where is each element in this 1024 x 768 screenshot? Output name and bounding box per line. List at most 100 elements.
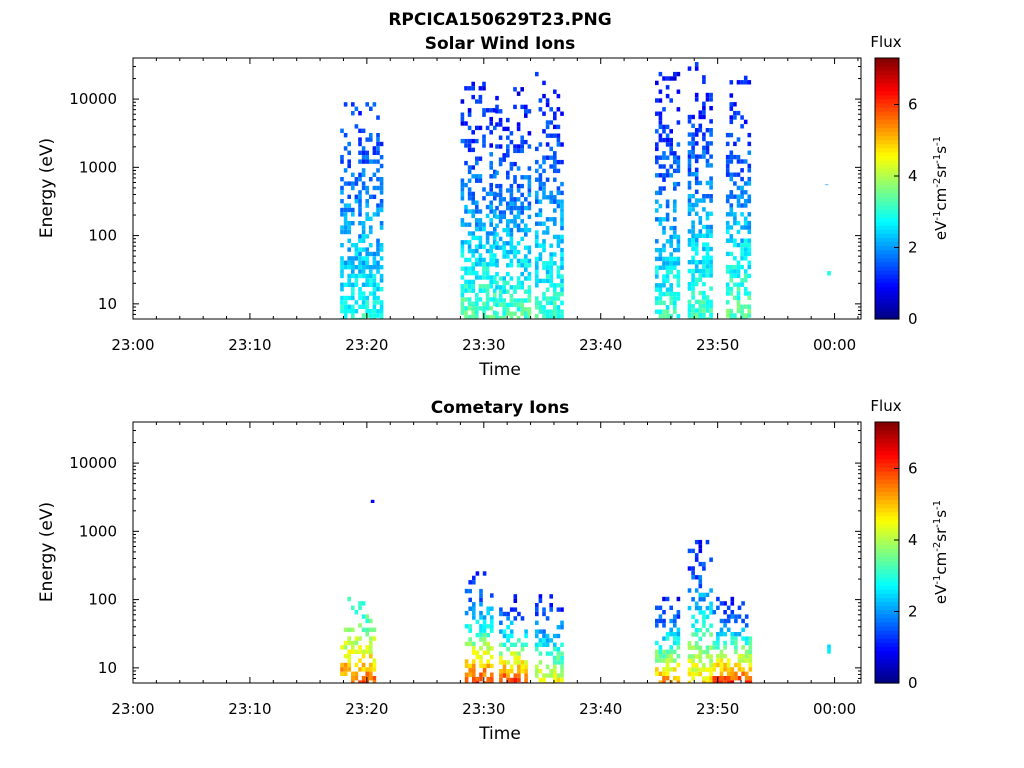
heatmap-cell — [340, 212, 344, 217]
heatmap-cell — [482, 196, 486, 201]
heatmap-cell — [560, 159, 564, 165]
heatmap-cell — [743, 278, 748, 283]
heatmap-cell — [464, 610, 469, 616]
heatmap-cell — [509, 677, 514, 683]
heatmap-cell — [358, 203, 362, 208]
heatmap-cell — [702, 150, 706, 155]
heatmap-cell — [730, 667, 735, 672]
heatmap-cell — [556, 309, 561, 314]
heatmap-cell — [743, 273, 748, 279]
heatmap-cell — [379, 225, 384, 230]
heatmap-cell — [489, 200, 493, 205]
heatmap-cell — [676, 107, 681, 112]
heatmap-cell — [506, 241, 510, 246]
heatmap-cell — [499, 629, 503, 634]
heatmap-cell — [687, 141, 692, 146]
heatmap-cell — [542, 159, 546, 165]
heatmap-cell — [340, 269, 344, 274]
colorbar-swatch — [875, 164, 899, 169]
heatmap-cell — [482, 637, 487, 642]
heatmap-cell — [702, 317, 706, 319]
heatmap-cell — [725, 291, 730, 296]
heatmap-cell — [736, 220, 741, 226]
heatmap-cell — [736, 172, 741, 177]
heatmap-cell — [502, 307, 506, 312]
heatmap-cell — [729, 251, 734, 257]
heatmap-cell — [475, 226, 479, 232]
heatmap-cell — [347, 194, 351, 199]
heatmap-cell — [553, 283, 557, 288]
colorbar-tick-label: 6 — [908, 95, 918, 113]
heatmap-cell — [687, 304, 692, 309]
heatmap-cell — [517, 660, 521, 665]
colorbar-swatch — [875, 532, 899, 537]
heatmap-cell — [655, 309, 659, 314]
heatmap-cell — [733, 273, 737, 279]
heatmap-cell — [524, 139, 528, 145]
heatmap-cell — [538, 660, 543, 665]
heatmap-cell — [467, 314, 472, 319]
heatmap-cell — [365, 671, 369, 676]
heatmap-cell — [361, 313, 366, 318]
colorbar-swatch — [875, 286, 899, 292]
x-tick-label: 00:00 — [813, 700, 856, 718]
colorbar-swatch — [875, 552, 899, 558]
heatmap-cell — [676, 596, 681, 602]
heatmap-cell — [673, 256, 677, 262]
heatmap-cell — [482, 138, 486, 144]
heatmap-cell — [698, 667, 703, 672]
heatmap-cell — [365, 260, 369, 265]
heatmap-cell — [545, 296, 550, 301]
heatmap-cell — [489, 160, 493, 166]
heatmap-cell — [549, 300, 553, 306]
heatmap-cell — [493, 301, 497, 307]
heatmap-cell — [485, 301, 490, 307]
heatmap-cell — [340, 304, 344, 309]
heatmap-cell — [698, 317, 703, 319]
heatmap-cell — [734, 618, 738, 624]
heatmap-cell — [691, 676, 695, 681]
heatmap-cell — [340, 671, 344, 676]
x-tick-label: 23:20 — [345, 700, 388, 718]
heatmap-cell — [705, 233, 710, 238]
heatmap-cell — [509, 642, 514, 647]
colorbar-swatch — [875, 290, 899, 296]
heatmap-cell — [691, 255, 695, 260]
heatmap-cell — [658, 671, 663, 676]
heatmap-cell — [379, 265, 384, 270]
heatmap-cell — [702, 242, 706, 247]
heatmap-cell — [705, 273, 710, 278]
heatmap-cell — [369, 216, 373, 221]
heatmap-cell — [347, 654, 351, 659]
heatmap-cell — [676, 614, 681, 619]
colorbar-swatch — [875, 241, 899, 247]
heatmap-cell — [553, 208, 557, 213]
heatmap-cell — [560, 265, 564, 270]
heatmap-cell — [725, 229, 730, 235]
heatmap-cell — [669, 146, 673, 152]
heatmap-cell — [351, 627, 355, 632]
heatmap-cell — [553, 221, 557, 226]
heatmap-cell — [506, 170, 510, 176]
heatmap-cell — [655, 146, 659, 152]
heatmap-cell — [725, 172, 730, 177]
heatmap-cell — [354, 106, 359, 111]
heatmap-cell — [556, 283, 561, 288]
heatmap-cell — [705, 145, 710, 150]
heatmap-cell — [478, 156, 483, 161]
heatmap-cell — [743, 198, 748, 204]
heatmap-cell — [709, 304, 713, 309]
heatmap-cell — [747, 251, 752, 257]
heatmap-cell — [545, 265, 550, 270]
heatmap-cell — [467, 112, 472, 117]
heatmap-cell — [372, 159, 377, 164]
heatmap-cell — [702, 233, 706, 238]
heatmap-cell — [347, 159, 351, 164]
heatmap-cell — [723, 601, 727, 606]
heatmap-cell — [556, 243, 561, 248]
heatmap-cell — [553, 217, 557, 222]
heatmap-cell — [545, 633, 550, 639]
heatmap-cell — [358, 221, 362, 226]
heatmap-cell — [358, 667, 362, 672]
heatmap-cell — [509, 651, 514, 656]
